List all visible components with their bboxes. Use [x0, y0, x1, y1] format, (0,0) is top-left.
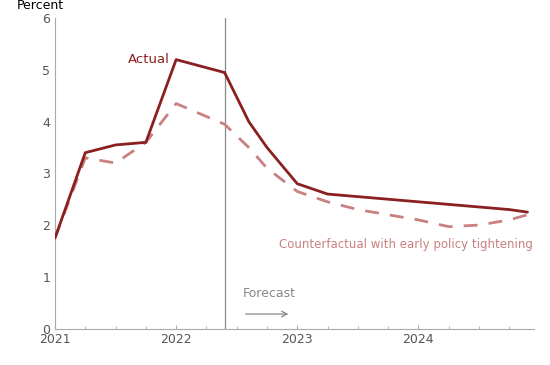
Text: Counterfactual with early policy tightening: Counterfactual with early policy tighten… [279, 238, 533, 251]
Text: Percent: Percent [16, 0, 64, 12]
Text: Actual: Actual [128, 53, 169, 66]
Text: Forecast: Forecast [243, 287, 296, 300]
